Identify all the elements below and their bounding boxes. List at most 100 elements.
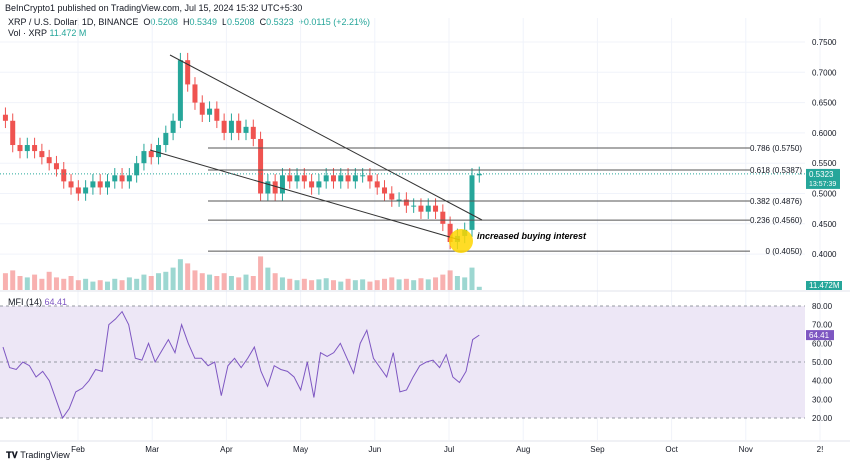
volume-bar bbox=[97, 280, 103, 290]
volume-bar bbox=[199, 273, 205, 290]
change-value: +0.0115 (+2.21%) bbox=[298, 17, 370, 27]
last-price-label: 0.5323 bbox=[809, 170, 834, 179]
volume-bar bbox=[68, 276, 74, 290]
candle bbox=[272, 181, 278, 194]
x-tick-label: Feb bbox=[71, 445, 85, 454]
candle bbox=[163, 132, 169, 146]
candle bbox=[177, 60, 183, 121]
candle bbox=[214, 108, 220, 121]
y-tick-label: 0.5000 bbox=[812, 190, 837, 199]
volume-bar bbox=[403, 278, 409, 290]
mfi-tick-label: 40.00 bbox=[812, 377, 833, 386]
candle bbox=[279, 175, 285, 194]
volume-bar bbox=[367, 281, 373, 290]
close-value: 0.5323 bbox=[266, 17, 294, 27]
volume-bar bbox=[24, 277, 30, 290]
volume-badge-label: 11.472M bbox=[809, 281, 840, 290]
mfi-tick-label: 60.00 bbox=[812, 339, 833, 348]
candle bbox=[250, 126, 256, 139]
candle bbox=[396, 199, 402, 201]
candle bbox=[46, 157, 52, 164]
open-value: 0.5208 bbox=[150, 17, 178, 27]
candle bbox=[207, 108, 213, 115]
volume-bar bbox=[17, 276, 23, 290]
volume-bar bbox=[425, 279, 431, 290]
candle bbox=[469, 175, 475, 230]
candle bbox=[156, 145, 162, 158]
candle bbox=[447, 223, 453, 242]
candle bbox=[294, 175, 300, 182]
mfi-value-badge bbox=[806, 330, 834, 341]
candle bbox=[192, 84, 198, 103]
symbol: XRP / U.S. Dollar, 1D, BINANCE bbox=[8, 17, 139, 27]
volume-bar bbox=[250, 276, 256, 290]
candle bbox=[141, 151, 147, 164]
x-tick-label: Jun bbox=[368, 445, 381, 454]
candle bbox=[126, 175, 132, 182]
volume-bar bbox=[462, 277, 468, 290]
volume-bar bbox=[90, 281, 96, 290]
annotation-text: increased buying interest bbox=[477, 231, 587, 241]
x-tick-label: Nov bbox=[739, 445, 753, 454]
volume-bar bbox=[46, 271, 52, 290]
candle bbox=[90, 181, 96, 188]
candle bbox=[389, 193, 395, 200]
ohlc-legend: XRP / U.S. Dollar, 1D, BINANCE O0.5208 H… bbox=[8, 17, 370, 27]
publish-info: BeInCrypto1 published on TradingView.com… bbox=[5, 3, 303, 13]
x-tick-label: Jul bbox=[444, 445, 454, 454]
volume-bar bbox=[243, 274, 249, 290]
mfi-label: MFI (14) bbox=[8, 297, 43, 307]
high-value: 0.5349 bbox=[189, 17, 217, 27]
volume-bar bbox=[389, 277, 395, 290]
volume-bar bbox=[177, 259, 183, 290]
x-tick-label: Mar bbox=[145, 445, 159, 454]
candle bbox=[17, 145, 23, 152]
vol-label: Vol · XRP bbox=[8, 28, 48, 38]
volume-bar bbox=[163, 271, 169, 290]
low-value: 0.5208 bbox=[227, 17, 255, 27]
volume-bar bbox=[294, 280, 300, 290]
y-tick-label: 0.7000 bbox=[812, 68, 837, 77]
candle bbox=[83, 187, 89, 194]
y-tick-label: 0.4000 bbox=[812, 250, 837, 259]
candle bbox=[32, 145, 38, 152]
volume-legend: Vol · XRP 11.472 M bbox=[8, 28, 86, 38]
candle bbox=[287, 175, 293, 182]
volume-bar bbox=[39, 278, 45, 290]
volume-bar bbox=[265, 267, 271, 290]
candle bbox=[476, 173, 482, 176]
candle bbox=[24, 145, 30, 152]
candle bbox=[119, 175, 125, 182]
volume-bar bbox=[396, 279, 402, 290]
volume-bar bbox=[221, 273, 227, 290]
volume-bar bbox=[61, 278, 67, 290]
candle bbox=[258, 138, 264, 194]
mfi-legend: MFI (14) 64.41 bbox=[8, 297, 67, 307]
candle bbox=[112, 175, 118, 182]
highlight-circle bbox=[449, 229, 473, 253]
volume-bar bbox=[83, 278, 89, 290]
volume-bar bbox=[323, 278, 329, 290]
candle bbox=[134, 163, 140, 176]
volume-bar bbox=[207, 274, 213, 290]
candle bbox=[221, 120, 227, 133]
candle bbox=[440, 211, 446, 224]
volume-bar bbox=[53, 277, 59, 290]
volume-bar bbox=[330, 280, 336, 290]
upper-trendline bbox=[169, 54, 483, 221]
y-tick-label: 0.6000 bbox=[812, 129, 837, 138]
volume-bar bbox=[382, 278, 388, 290]
mfi-tick-label: 30.00 bbox=[812, 395, 833, 404]
volume-bar bbox=[156, 273, 162, 290]
volume-bar bbox=[447, 270, 453, 290]
volume-bar bbox=[126, 277, 132, 290]
h-label: H bbox=[182, 17, 190, 27]
fib-label: 0.618 (0.5387) bbox=[750, 166, 802, 175]
volume-bar bbox=[345, 278, 351, 290]
volume-bar bbox=[272, 273, 278, 290]
mfi-badge-label: 64.41 bbox=[809, 331, 830, 340]
volume-bar bbox=[476, 286, 482, 290]
fib-label: 0.236 (0.4560) bbox=[750, 216, 802, 225]
